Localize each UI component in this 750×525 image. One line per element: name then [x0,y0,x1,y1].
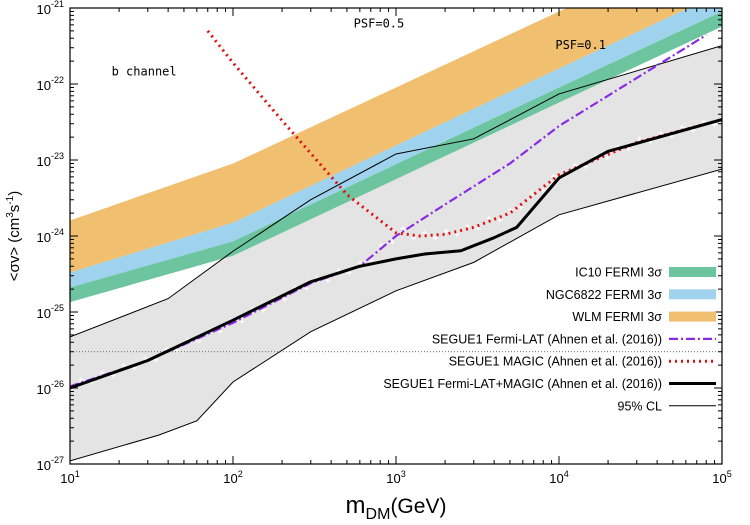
chart: 101 102 103 104 10510-2710-2610-2510-2410-23… [0,0,750,525]
y-tick-exp: -27 [51,455,64,465]
legend-label: IC10 FERMI 3σ [575,266,662,280]
x-tick-base: 10 [712,471,726,486]
y-axis-title-prefix: <σv> (cm [6,218,23,281]
x-tick-label: 103 [386,469,405,486]
y-tick-exp: -25 [51,303,64,313]
y-tick-base: 10 [37,2,51,17]
y-tick-base: 10 [37,78,51,93]
x-tick-label: 104 [549,469,568,486]
x-tick-base: 10 [386,471,400,486]
y-axis-title: <σv> (cm3s-1) [5,191,23,281]
y-tick-label: 10-25 [37,303,64,321]
x-tick-label: 101 [60,469,79,486]
x-tick-exp: 4 [564,469,569,479]
y-tick-label: 10-21 [37,0,64,17]
legend-label: SEGUE1 Fermi-LAT (Ahnen et al. (2016)) [432,332,662,346]
y-tick-label: 10-23 [37,151,64,169]
x-axis-title-unit: (GeV) [390,495,446,518]
x-tick-base: 10 [223,471,237,486]
y-tick-base: 10 [37,382,51,397]
y-tick-exp: -22 [51,75,64,85]
x-axis-title-main: m [346,492,366,519]
x-axis-title-sub: DM [366,506,391,523]
legend-label: 95% CL [618,399,663,413]
x-tick-exp: 3 [401,469,406,479]
x-tick-label: 105 [712,469,731,486]
legend-swatch [669,289,716,299]
y-tick-label: 10-26 [37,379,64,397]
legend-label: SEGUE1 Fermi-LAT+MAGIC (Ahnen et al. (20… [383,377,662,391]
x-tick-base: 10 [549,471,563,486]
x-tick-exp: 5 [727,469,732,479]
x-tick-exp: 1 [75,469,80,479]
y-tick-exp: -23 [51,151,64,161]
y-axis-title-mid: s [6,205,23,213]
legend-label: WLM FERMI 3σ [572,310,662,324]
x-axis-title: mDM(GeV) [346,492,447,523]
y-tick-exp: -21 [51,0,64,9]
annotation-text: PSF=0.1 [555,38,606,52]
x-tick-base: 10 [60,471,74,486]
y-tick-base: 10 [37,458,51,473]
annotation-text: PSF=0.5 [354,17,405,31]
legend-label: NGC6822 FERMI 3σ [546,288,662,302]
x-tick-exp: 2 [238,469,243,479]
y-tick-exp: -26 [51,379,64,389]
legend-swatch [669,267,716,277]
legend-label: SEGUE1 MAGIC (Ahnen et al. (2016)) [449,355,662,369]
y-tick-base: 10 [37,230,51,245]
y-tick-label: 10-24 [37,227,64,245]
y-axis-title-suffix: ) [6,191,23,196]
x-tick-label: 102 [223,469,242,486]
y-tick-base: 10 [37,306,51,321]
legend-swatch [669,312,716,322]
annotation-text: b channel [112,64,177,78]
y-tick-base: 10 [37,154,51,169]
legend: IC10 FERMI 3σ NGC6822 FERMI 3σ WLM FERMI 3… [383,266,716,414]
y-tick-exp: -24 [51,227,64,237]
y-tick-label: 10-22 [37,75,64,93]
